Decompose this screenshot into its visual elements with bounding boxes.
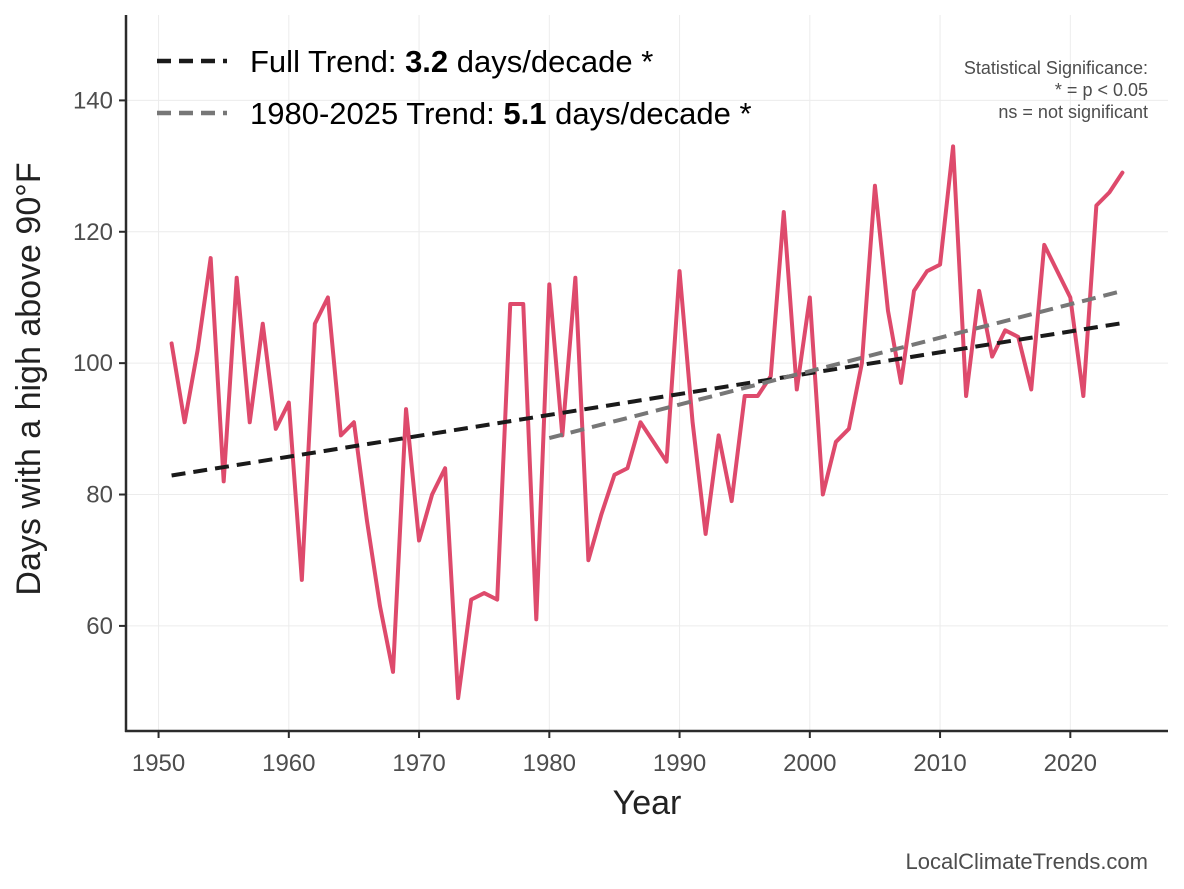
full-trend-line	[171, 321, 1123, 478]
y-axis-title: Days with a high above 90°F	[10, 162, 48, 595]
x-tick-label: 1960	[262, 750, 315, 777]
legend-entry-full-trend-suffix: days/decade *	[448, 44, 653, 79]
gridlines	[126, 15, 1168, 731]
y-tick-label: 120	[73, 219, 113, 246]
y-tick-label: 140	[73, 87, 113, 114]
legend-entry-full-trend-value: 3.2	[405, 44, 448, 79]
x-tick-label: 1970	[392, 750, 445, 777]
data-series	[169, 144, 1125, 701]
legend-entry-1980-2025-trend-suffix: days/decade *	[546, 96, 751, 131]
legend-entry-full-trend-prefix: Full Trend:	[250, 44, 405, 79]
y-tick-label: 80	[86, 482, 113, 509]
significance-note: Statistical Significance: * = p < 0.05 n…	[964, 58, 1148, 122]
source-credit: LocalClimateTrends.com	[906, 849, 1149, 874]
significance-note-line: ns = not significant	[998, 102, 1148, 122]
x-tick-label: 2000	[783, 750, 836, 777]
days-above-90-line	[169, 144, 1125, 701]
1980-2025-trend-line	[548, 288, 1123, 440]
axes	[124, 15, 1168, 733]
y-tick-label: 60	[86, 613, 113, 640]
x-tick-label: 1990	[653, 750, 706, 777]
x-tick-label: 1980	[523, 750, 576, 777]
x-axis-title: Year	[613, 784, 682, 822]
x-tick-label: 2020	[1044, 750, 1097, 777]
x-tick-label: 2010	[913, 750, 966, 777]
legend: Full Trend: 3.2 days/decade * 1980-2025 …	[157, 44, 752, 131]
legend-entry-1980-2025-trend-value: 5.1	[503, 96, 546, 131]
trend-lines	[171, 288, 1123, 478]
legend-entry-full-trend: Full Trend: 3.2 days/decade *	[250, 44, 653, 79]
legend-entry-1980-2025-trend-prefix: 1980-2025 Trend:	[250, 96, 503, 131]
significance-note-line: Statistical Significance:	[964, 58, 1148, 78]
y-tick-label: 100	[73, 350, 113, 377]
significance-note-line: * = p < 0.05	[1055, 80, 1148, 100]
legend-entry-1980-2025-trend: 1980-2025 Trend: 5.1 days/decade *	[250, 96, 752, 131]
x-tick-label: 1950	[132, 750, 185, 777]
tick-labels: 60 80 100 120 140 1950 1960 1970 1980 1990 2000 201…	[73, 87, 1097, 777]
